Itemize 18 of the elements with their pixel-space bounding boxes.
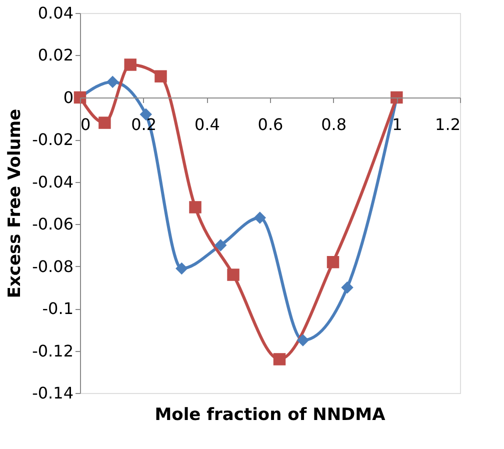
y-axis-title: Excess Free Volume <box>5 108 26 298</box>
y-tick-label: 0.04 <box>38 4 74 22</box>
x-tick-label: 1.2 <box>435 114 460 134</box>
y-tick-label: -0.1 <box>42 299 74 318</box>
y-tick-label: -0.14 <box>32 384 74 402</box>
x-tick-label: 0.8 <box>321 114 347 134</box>
y-tick-label: -0.12 <box>32 341 74 360</box>
x-tick-label: 1 <box>392 114 402 134</box>
x-tick-label: 0.6 <box>258 114 284 134</box>
y-tick-label: -0.08 <box>32 256 74 276</box>
y-tick-label: 0.02 <box>38 46 74 65</box>
x-tick-label: 0.4 <box>194 114 220 134</box>
y-tick-label: -0.06 <box>32 214 74 234</box>
x-axis-title: Mole fraction of NNDMA <box>154 405 386 425</box>
x-tick-label: 0 <box>80 114 91 134</box>
y-tick-label: -0.02 <box>32 130 74 150</box>
y-tick-label: 0 <box>63 88 74 107</box>
y-tick-label: -0.04 <box>32 172 74 192</box>
